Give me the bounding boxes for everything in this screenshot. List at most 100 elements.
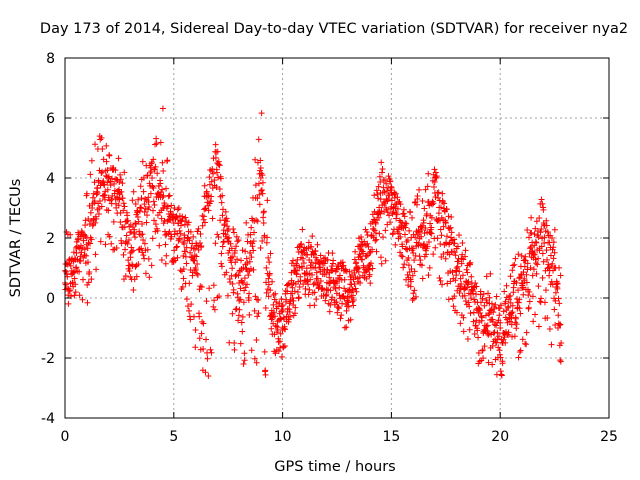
data-point <box>293 271 300 278</box>
data-point <box>509 309 516 316</box>
data-point <box>231 346 238 353</box>
data-point <box>552 289 559 296</box>
data-point <box>394 205 401 212</box>
data-point <box>182 253 189 260</box>
data-point <box>294 267 301 274</box>
data-point <box>428 230 435 237</box>
data-point <box>138 195 145 202</box>
data-point <box>524 266 531 273</box>
data-point <box>460 328 467 335</box>
data-point <box>333 278 340 285</box>
data-point <box>465 278 472 285</box>
data-point <box>275 339 282 346</box>
data-point <box>284 288 291 295</box>
data-point <box>501 288 508 295</box>
data-point <box>531 231 538 238</box>
data-point <box>190 313 197 320</box>
data-point <box>394 194 401 201</box>
data-point <box>249 243 256 250</box>
data-point <box>377 254 384 261</box>
data-point <box>184 303 191 310</box>
data-point <box>385 173 392 180</box>
data-point <box>232 273 239 280</box>
data-point <box>385 196 392 203</box>
data-point <box>343 324 350 331</box>
data-point <box>113 245 120 252</box>
data-point <box>373 187 380 194</box>
data-point <box>183 296 190 303</box>
data-point <box>340 262 347 269</box>
data-point <box>148 262 155 269</box>
data-point <box>540 258 547 265</box>
data-point <box>376 230 383 237</box>
data-point <box>229 310 236 317</box>
data-point <box>241 357 248 364</box>
data-point <box>433 173 440 180</box>
data-point <box>105 207 112 214</box>
data-point <box>159 186 166 193</box>
data-point <box>118 188 125 195</box>
data-point <box>540 221 547 228</box>
data-point <box>547 252 554 259</box>
data-point <box>449 269 456 276</box>
data-point <box>431 166 438 173</box>
data-point <box>102 241 109 248</box>
data-point <box>238 319 245 326</box>
data-point <box>229 253 236 260</box>
data-point <box>425 272 432 279</box>
data-point <box>405 255 412 262</box>
data-point <box>188 301 195 308</box>
data-point <box>516 296 523 303</box>
data-point <box>217 175 224 182</box>
data-point <box>536 298 543 305</box>
y-tick-label: 0 <box>46 291 55 307</box>
data-point <box>421 230 428 237</box>
data-point <box>248 254 255 261</box>
data-point <box>369 246 376 253</box>
data-point <box>405 262 412 269</box>
data-point <box>538 196 545 203</box>
data-point <box>194 271 201 278</box>
data-point <box>246 290 253 297</box>
data-point <box>479 347 486 354</box>
data-point <box>397 233 404 240</box>
data-point <box>519 280 526 287</box>
data-point <box>231 340 238 347</box>
data-point <box>236 306 243 313</box>
data-point <box>143 212 150 219</box>
data-point <box>463 266 470 273</box>
x-tick-label: 0 <box>61 429 70 445</box>
data-point <box>313 296 320 303</box>
data-point <box>205 207 212 214</box>
data-point <box>359 256 366 263</box>
data-point <box>535 323 542 330</box>
data-point <box>308 243 315 250</box>
data-point <box>491 329 498 336</box>
data-point <box>207 346 214 353</box>
data-point <box>257 165 264 172</box>
data-point <box>464 269 471 276</box>
data-point <box>103 158 110 165</box>
data-point <box>89 222 96 229</box>
data-point <box>132 263 139 270</box>
data-point <box>351 281 358 288</box>
data-point <box>71 255 78 262</box>
x-tick-label: 10 <box>274 429 292 445</box>
data-point <box>511 261 518 268</box>
data-point <box>533 239 540 246</box>
data-point <box>165 193 172 200</box>
data-point <box>329 267 336 274</box>
data-point <box>292 310 299 317</box>
data-point <box>353 288 360 295</box>
data-point <box>145 198 152 205</box>
data-point <box>409 272 416 279</box>
data-point <box>323 291 330 298</box>
data-point <box>252 293 259 300</box>
data-point <box>210 170 217 177</box>
data-point <box>541 299 548 306</box>
data-point <box>173 214 180 220</box>
data-point <box>336 272 343 279</box>
data-point <box>419 198 426 205</box>
x-tick-label: 25 <box>600 429 618 445</box>
data-point <box>464 284 471 291</box>
